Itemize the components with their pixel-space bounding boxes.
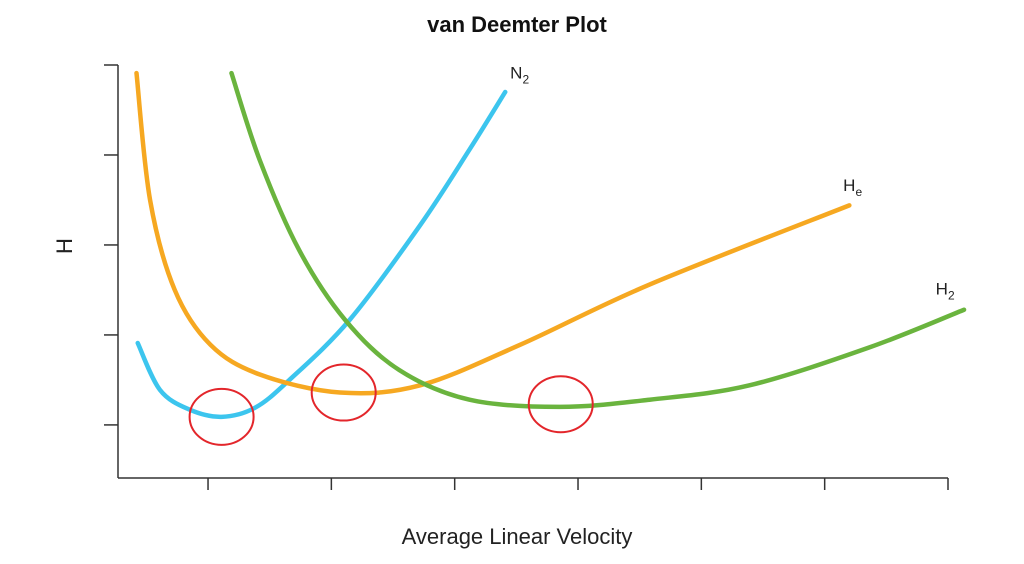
curve-labels: N2 He H2: [510, 63, 955, 302]
series-line-he: [134, 70, 852, 396]
minimum-markers: [188, 363, 594, 446]
chart-title: van Deemter Plot: [427, 12, 607, 37]
curves: [134, 70, 967, 420]
axes: [104, 64, 949, 490]
minimum-circle-he: [310, 363, 377, 422]
x-axis-label: Average Linear Velocity: [402, 524, 633, 549]
series-line-h2: [229, 70, 967, 410]
series-label-he: He: [843, 176, 862, 199]
series-line-n2: [135, 89, 508, 420]
series-label-n2: N2: [510, 63, 529, 86]
y-axis-label: H: [52, 238, 77, 254]
minimum-circle-n2: [188, 387, 255, 446]
minimum-circle-h2: [527, 375, 594, 434]
series-label-h2: H2: [936, 279, 955, 302]
